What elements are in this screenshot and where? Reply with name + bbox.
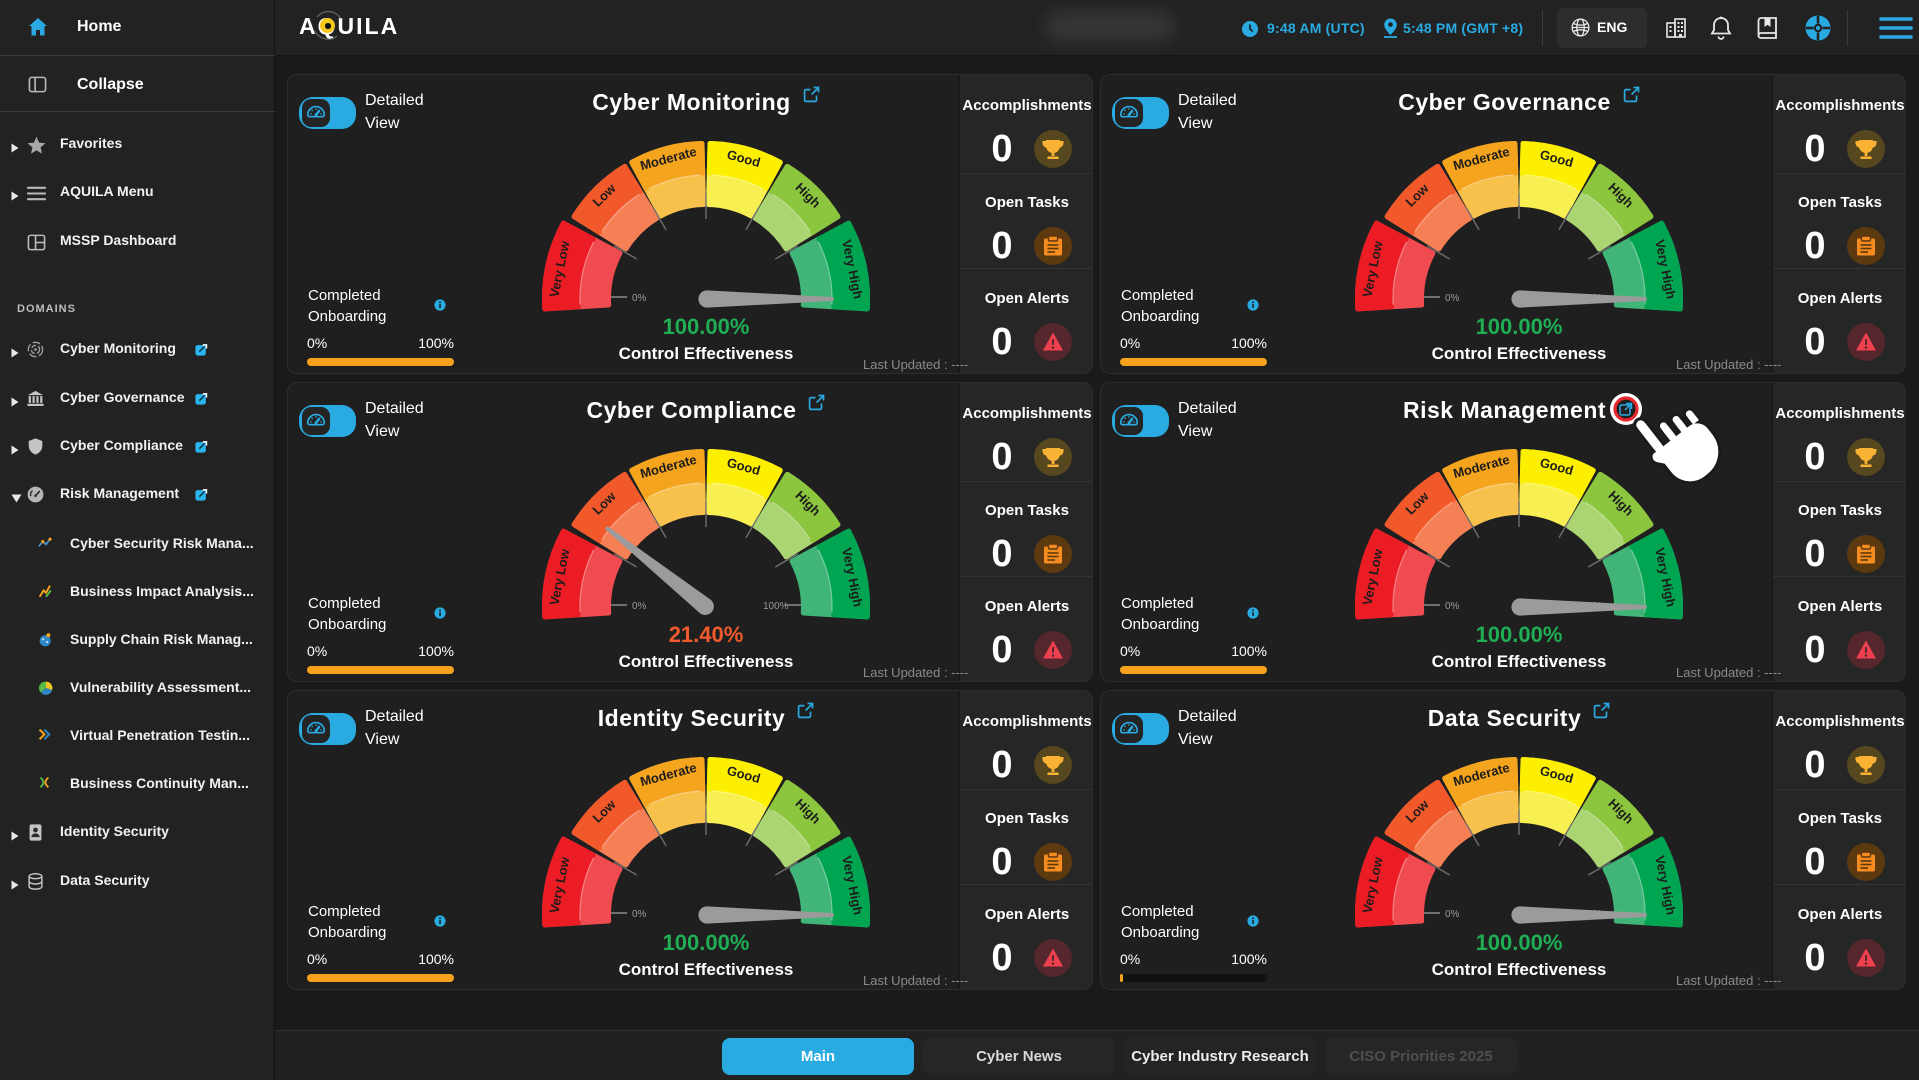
svg-text:0%: 0% [632, 293, 647, 304]
svg-text:0%: 0% [632, 601, 647, 612]
svg-text:0%: 0% [1445, 909, 1460, 920]
svg-text:100%: 100% [763, 601, 789, 612]
svg-text:0%: 0% [632, 909, 647, 920]
svg-text:0%: 0% [1445, 293, 1460, 304]
svg-text:0%: 0% [1445, 601, 1460, 612]
